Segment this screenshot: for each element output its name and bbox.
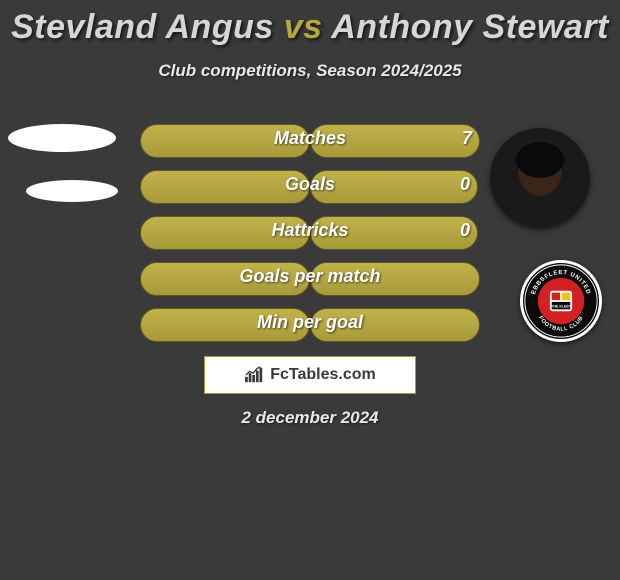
stat-label: Goals per match	[0, 266, 620, 287]
stat-label: Hattricks	[0, 220, 620, 241]
stat-label: Goals	[0, 174, 620, 195]
stat-row: Goals per match	[0, 256, 620, 302]
vs-label: vs	[284, 8, 323, 46]
fctables-icon	[244, 366, 266, 384]
stat-row: Hattricks0	[0, 210, 620, 256]
stat-label: Matches	[0, 128, 620, 149]
stat-row: Matches7	[0, 118, 620, 164]
player2-name: Anthony Stewart	[331, 8, 609, 46]
brand-box[interactable]: FcTables.com	[204, 356, 416, 394]
stats-chart: Matches7Goals0Hattricks0Goals per matchM…	[0, 118, 620, 348]
stat-value-right: 0	[460, 220, 470, 241]
stat-row: Goals0	[0, 164, 620, 210]
comparison-title: Stevland Angus vs Anthony Stewart	[0, 0, 620, 47]
stat-label: Min per goal	[0, 312, 620, 333]
stat-value-right: 7	[462, 128, 472, 149]
brand-text: FcTables.com	[270, 366, 376, 384]
stat-value-right: 0	[460, 174, 470, 195]
stat-row: Min per goal	[0, 302, 620, 348]
subtitle: Club competitions, Season 2024/2025	[0, 61, 620, 81]
date-label: 2 december 2024	[0, 408, 620, 428]
player1-name: Stevland Angus	[11, 8, 274, 46]
